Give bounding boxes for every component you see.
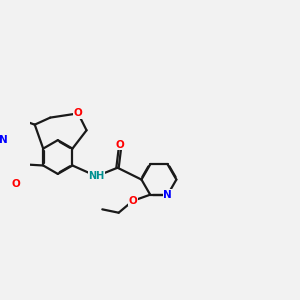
Text: N: N	[163, 190, 172, 200]
Text: O: O	[128, 196, 137, 206]
Text: O: O	[74, 108, 82, 118]
Text: N: N	[0, 135, 8, 145]
Text: NH: NH	[88, 171, 104, 181]
Text: O: O	[116, 140, 125, 150]
Text: O: O	[11, 179, 20, 189]
